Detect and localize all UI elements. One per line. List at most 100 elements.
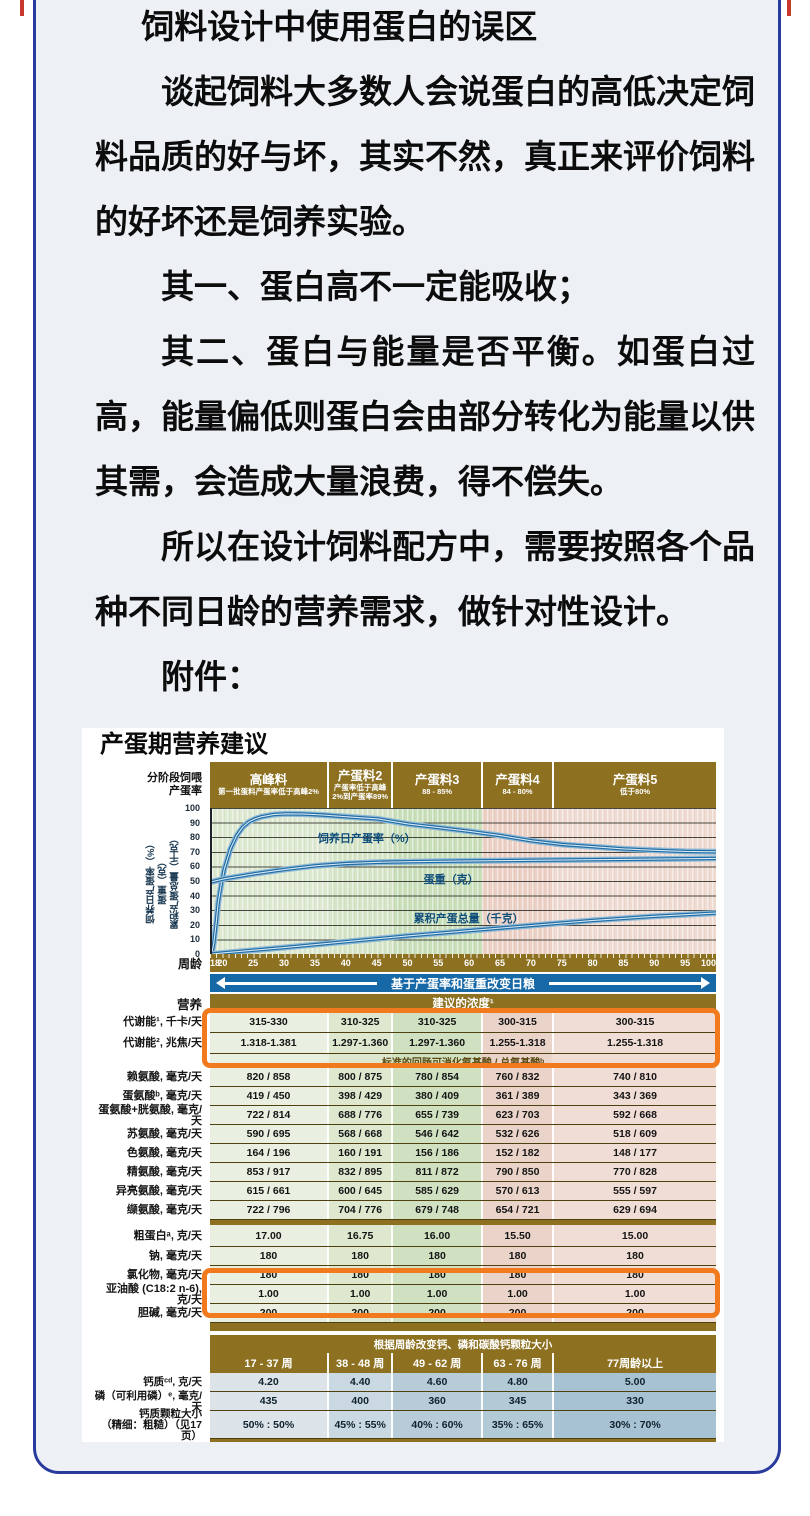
table-cell: 180 <box>552 1266 716 1284</box>
arrow-shaft <box>549 981 702 985</box>
table-cell: 15.50 <box>480 1225 553 1246</box>
y-tick: 0 <box>194 949 200 959</box>
row-label: 蛋氨酸+胱氨酸, 毫克/天 <box>98 1103 202 1127</box>
y-axis-title: 蛋重（克） <box>158 857 169 905</box>
table-cell: 688 / 776 <box>327 1106 392 1124</box>
row-label-line: 钙质颗粒大小 <box>139 1407 202 1420</box>
y-axis-gutter: 饲养日产蛋率（%） 蛋重（克） 累积产蛋总量（千克） 100 90 80 70 60 50… <box>90 803 210 959</box>
calcium-header-row: 根据周龄改变钙、磷和碳酸钙颗粒大小 <box>90 1335 716 1353</box>
calcium-row: 钙质ᶜᵈ, 克/天 4.20 4.40 4.60 4.80 5.00 <box>90 1373 716 1392</box>
table-cell: 4.80 <box>480 1373 553 1391</box>
y-tick: 10 <box>189 934 200 945</box>
red-corner-mark-left <box>20 0 24 16</box>
x-axis-row: 周龄 18 20 25 30 35 40 45 50 55 60 65 70 75 80 85 90 95 100 <box>90 954 716 972</box>
row-label: 苏氨酸, 毫克/天 <box>126 1128 202 1140</box>
y-tick: 20 <box>189 919 200 930</box>
stage-cell: 高峰料 第一批蛋料产蛋率低于高峰2% <box>210 762 328 808</box>
row-cells: 164 / 196 160 / 191 156 / 186 152 / 182 148 … <box>210 1144 716 1163</box>
week-column-header: 49 - 62 周 <box>391 1353 481 1373</box>
table-cell: 148 / 177 <box>552 1144 716 1162</box>
article-paragraph: 谈起饲料大多数人会说蛋白的高低决定饲料品质的好与坏，其实不然，真正来评价饲料的好… <box>95 73 755 240</box>
table-cell: 345 <box>480 1392 553 1410</box>
arrow-left-icon <box>216 977 225 989</box>
table-cell: 200 <box>210 1304 328 1322</box>
table-row: 蛋氨酸+胱氨酸, 毫克/天 722 / 814 688 / 776 655 / 739… <box>90 1103 716 1127</box>
table-cell: 600 / 645 <box>327 1182 392 1200</box>
amino-header-row: 标准的回肠可消化氨基酸 / 总氨基酸ᵇ <box>90 1054 716 1069</box>
calcium-row: 钙质颗粒大小 （精细：粗糙）（见17页） 50% : 50% 45% : 55% 40%… <box>90 1407 716 1441</box>
table-cell: 623 / 703 <box>480 1106 553 1124</box>
separator <box>210 1323 716 1331</box>
table-cell: 629 / 694 <box>552 1201 716 1219</box>
table-cell: 16.75 <box>327 1225 392 1246</box>
row-label-line: 钙质ᶜᵈ, 克/天 <box>143 1376 202 1388</box>
separator-bar <box>90 1220 716 1225</box>
table-cell: 820 / 858 <box>210 1068 328 1086</box>
gutter-spacer <box>90 1439 210 1442</box>
table-cell: 200 <box>480 1304 553 1322</box>
table-cell: 5.00 <box>552 1373 716 1391</box>
table-cell: 180 <box>210 1247 328 1265</box>
table-cell: 315-330 <box>210 1012 328 1032</box>
row-cells: 200 200 200 200 200 <box>210 1304 716 1323</box>
table-cell: 654 / 721 <box>480 1201 553 1219</box>
row-cells: 853 / 917 832 / 895 811 / 872 790 / 850 770 … <box>210 1163 716 1182</box>
gutter-spacer <box>90 1353 210 1373</box>
x-tick: 85 <box>618 958 629 968</box>
stage-cell: 产蛋料2 产蛋率低于高峰2%到产蛋率89% <box>329 762 392 808</box>
row-cells: 180 180 180 180 180 <box>210 1266 716 1285</box>
table-cell: 853 / 917 <box>210 1163 328 1181</box>
table-cell: 15.00 <box>552 1225 716 1246</box>
table-row: 异亮氨酸, 毫克/天 615 / 661 600 / 645 585 / 629 570… <box>90 1182 716 1201</box>
table-cell: 180 <box>327 1266 392 1284</box>
x-tick: 35 <box>309 958 320 968</box>
row-cells: 419 / 450 398 / 429 380 / 409 361 / 389 343 … <box>210 1087 716 1106</box>
x-tick: 18 <box>210 958 221 968</box>
table-cell: 343 / 369 <box>552 1087 716 1105</box>
table-cell: 435 <box>210 1392 328 1410</box>
stage-name: 高峰料 <box>249 773 288 788</box>
row-cells: 1.00 1.00 1.00 1.00 1.00 <box>210 1285 716 1304</box>
row-label: 钙质颗粒大小 （精细：粗糙）（见17页） <box>90 1407 210 1441</box>
x-tick: 65 <box>495 958 506 968</box>
table-cell: 160 / 191 <box>327 1144 392 1162</box>
table-row: 胆碱, 毫克/天 200 200 200 200 200 <box>90 1304 716 1323</box>
table-row: 代谢能¹, 千卡/天 315-330 310-325 310-325 300-315 30… <box>90 1012 716 1033</box>
row-label: 胆碱, 毫克/天 <box>137 1307 202 1319</box>
curve-label: 蛋重（克） <box>423 873 479 886</box>
table-row: 亚油酸 (C18:2 n-6), 克/天 1.00 1.00 1.00 1.00 1.00 <box>90 1283 716 1305</box>
stage-name: 产蛋料3 <box>414 773 460 788</box>
week-column-header: 38 - 48 周 <box>327 1353 392 1373</box>
row-cells: 615 / 661 600 / 645 585 / 629 570 / 613 555 … <box>210 1182 716 1201</box>
stage-name: 产蛋料2 <box>337 769 383 783</box>
row-label: 代谢能¹, 千卡/天 <box>123 1016 202 1028</box>
red-corner-mark-right <box>787 0 791 16</box>
x-tick: 75 <box>556 958 567 968</box>
gutter-spacer <box>90 1323 210 1331</box>
feed-change-arrow-bar: 基于产蛋率和蛋重改变日粮 <box>210 974 716 992</box>
row-cells: 722 / 796 704 / 776 679 / 748 654 / 721 629 … <box>210 1201 716 1220</box>
x-tick: 55 <box>433 958 444 968</box>
stage-subtitle: 产蛋率低于高峰2%到产蛋率89% <box>332 783 389 801</box>
calcium-header: 根据周龄改变钙、磷和碳酸钙颗粒大小 <box>210 1335 716 1353</box>
table-row: 蛋氨酸ᵇ, 毫克/天 419 / 450 398 / 429 380 / 409 361… <box>90 1087 716 1106</box>
table-cell: 4.60 <box>391 1373 481 1391</box>
table-row: 缬氨酸, 毫克/天 722 / 796 704 / 776 679 / 748 654 … <box>90 1201 716 1220</box>
curve-蛋重（克） <box>212 857 716 883</box>
stage-subtitle: 低于80% <box>620 787 651 797</box>
x-tick: 40 <box>340 958 351 968</box>
table-cell: 398 / 429 <box>327 1087 392 1105</box>
calcium-table: 根据周龄改变钙、磷和碳酸钙颗粒大小 17 - 37 周 38 - 48 周 49 - … <box>90 1335 716 1442</box>
row-label: 色氨酸, 毫克/天 <box>126 1147 202 1159</box>
week-cells: 17 - 37 周 38 - 48 周 49 - 62 周 63 - 76 周 77周龄… <box>210 1353 716 1373</box>
table-cell: 811 / 872 <box>391 1163 481 1181</box>
article-body: 饲料设计中使用蛋白的误区 谈起饲料大多数人会说蛋白的高低决定饲料品质的好与坏，其… <box>95 0 755 709</box>
y-axis-title: 饲养日产蛋率（%） <box>146 838 157 924</box>
x-tick: 50 <box>402 958 413 968</box>
attachment-figure: 产蛋期营养建议 分阶段饲喂 产蛋率 高峰料 第一批蛋料产蛋率低于高峰2% 产蛋料2 产… <box>82 728 724 1442</box>
table-cell: 310-325 <box>327 1012 392 1032</box>
stage-cell: 产蛋料5 低于80% <box>554 762 716 808</box>
table-cell: 180 <box>480 1266 553 1284</box>
stage-label-line1: 分阶段饲喂 <box>147 772 202 784</box>
stage-subtitle: 84 - 80% <box>502 787 533 797</box>
